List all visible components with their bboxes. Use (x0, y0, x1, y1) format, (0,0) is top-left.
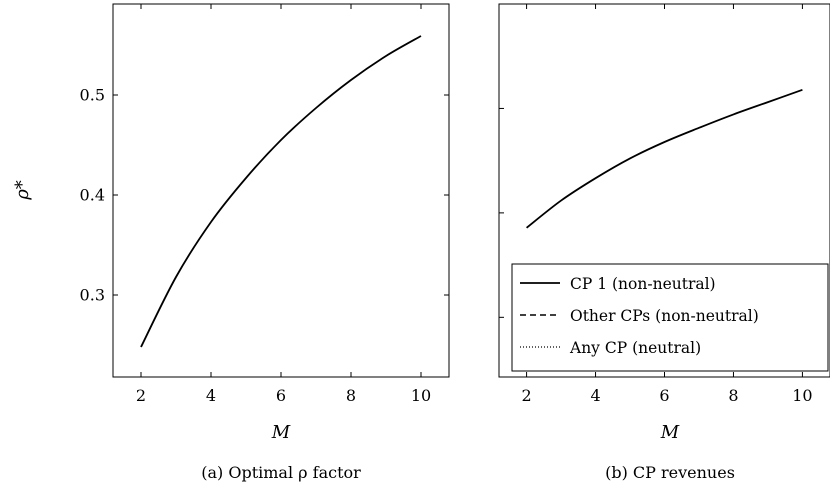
series-line (141, 36, 421, 347)
chart-cp-revenues: 2 4 6 8 10 CP 1 (non-neutral) Other CPs (non… (499, 4, 830, 482)
x-axis-label: M (271, 422, 291, 443)
legend-label: Any CP (neutral) (569, 339, 701, 357)
y-tick-label: 0.5 (80, 86, 105, 105)
series-line (527, 90, 803, 228)
chart-optimal-rho: 2 4 6 8 10 0.3 0.4 0.5 M ρ* (a) Optimal ρ facto… (12, 4, 449, 482)
x-tick-label: 10 (411, 386, 431, 405)
y-tick-label: 0.3 (80, 286, 105, 305)
legend: CP 1 (non-neutral) Other CPs (non-neutra… (512, 264, 828, 371)
x-tick-label: 2 (136, 386, 146, 405)
x-tick-label: 2 (521, 386, 531, 405)
x-tick-label: 10 (792, 386, 812, 405)
caption: (b) CP revenues (605, 463, 735, 482)
legend-label: Other CPs (non-neutral) (570, 307, 759, 325)
x-axis-label: M (660, 422, 680, 443)
x-tick-label: 4 (590, 386, 600, 405)
x-tick-label: 8 (346, 386, 356, 405)
y-axis-label: ρ* (12, 180, 33, 201)
y-tick-label: 0.4 (80, 186, 105, 205)
plot-frame (113, 4, 449, 377)
legend-label: CP 1 (non-neutral) (570, 275, 716, 293)
x-tick-label: 4 (206, 386, 216, 405)
x-tick-label: 6 (276, 386, 286, 405)
caption: (a) Optimal ρ factor (201, 463, 361, 482)
x-tick-label: 8 (728, 386, 738, 405)
x-tick-label: 6 (659, 386, 669, 405)
